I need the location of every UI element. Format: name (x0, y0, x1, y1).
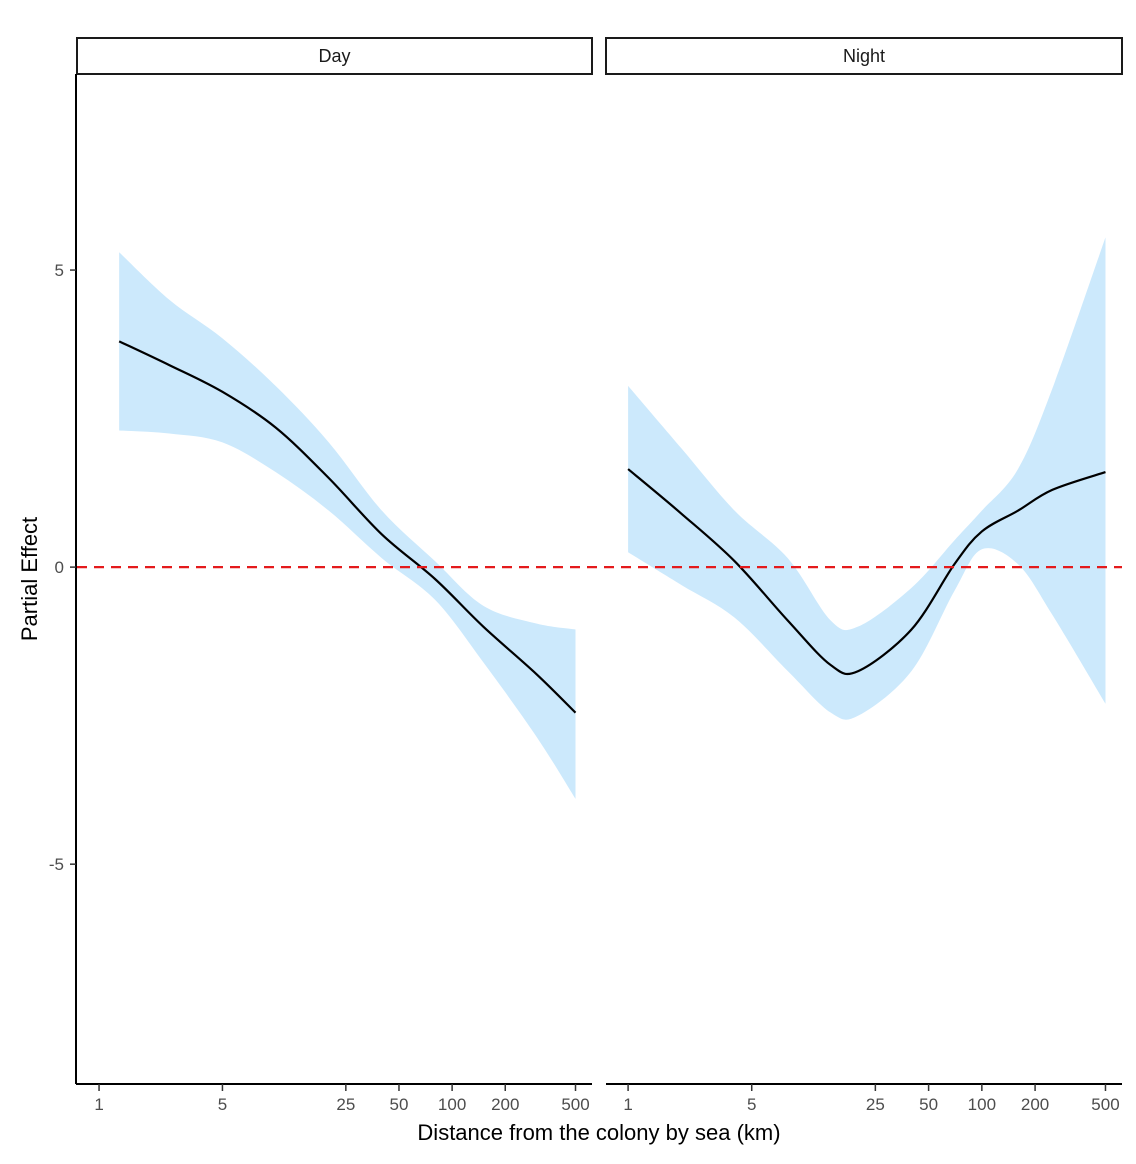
x-tick-label: 1 (94, 1095, 103, 1114)
y-tick-label: 5 (55, 261, 64, 280)
panel-day (118, 252, 577, 799)
strip-day-label: Day (318, 46, 350, 66)
y-axis-title: Partial Effect (17, 517, 42, 641)
strip-night-label: Night (843, 46, 885, 66)
x-tick-label: 25 (866, 1095, 885, 1114)
fit-line-day (118, 340, 577, 714)
x-tick-label: 500 (1091, 1095, 1119, 1114)
x-tick-label: 100 (968, 1095, 996, 1114)
x-tick-label: 1 (623, 1095, 632, 1114)
fit-line-night (627, 468, 1106, 676)
x-axis-ticks-day: 1 5 25 50 100 200 500 (94, 1084, 590, 1114)
confidence-band-day (119, 252, 576, 799)
confidence-band-night (628, 237, 1106, 720)
x-tick-label: 100 (438, 1095, 466, 1114)
y-axis-ticks: -5 0 5 (49, 261, 76, 874)
x-tick-label: 200 (491, 1095, 519, 1114)
x-tick-label: 50 (390, 1095, 409, 1114)
x-tick-label: 5 (218, 1095, 227, 1114)
x-tick-label: 25 (336, 1095, 355, 1114)
x-tick-label: 50 (919, 1095, 938, 1114)
x-axis-title: Distance from the colony by sea (km) (417, 1120, 780, 1145)
y-tick-label: 0 (55, 558, 64, 577)
x-tick-label: 200 (1021, 1095, 1049, 1114)
x-tick-label: 5 (747, 1095, 756, 1114)
strip-night-box (605, 37, 1123, 75)
panel-night (627, 237, 1106, 720)
strip-day-box (76, 37, 593, 75)
y-tick-label: -5 (49, 855, 64, 874)
x-tick-label: 500 (561, 1095, 589, 1114)
x-axis-ticks-night: 1 5 25 50 100 200 500 (623, 1084, 1120, 1114)
